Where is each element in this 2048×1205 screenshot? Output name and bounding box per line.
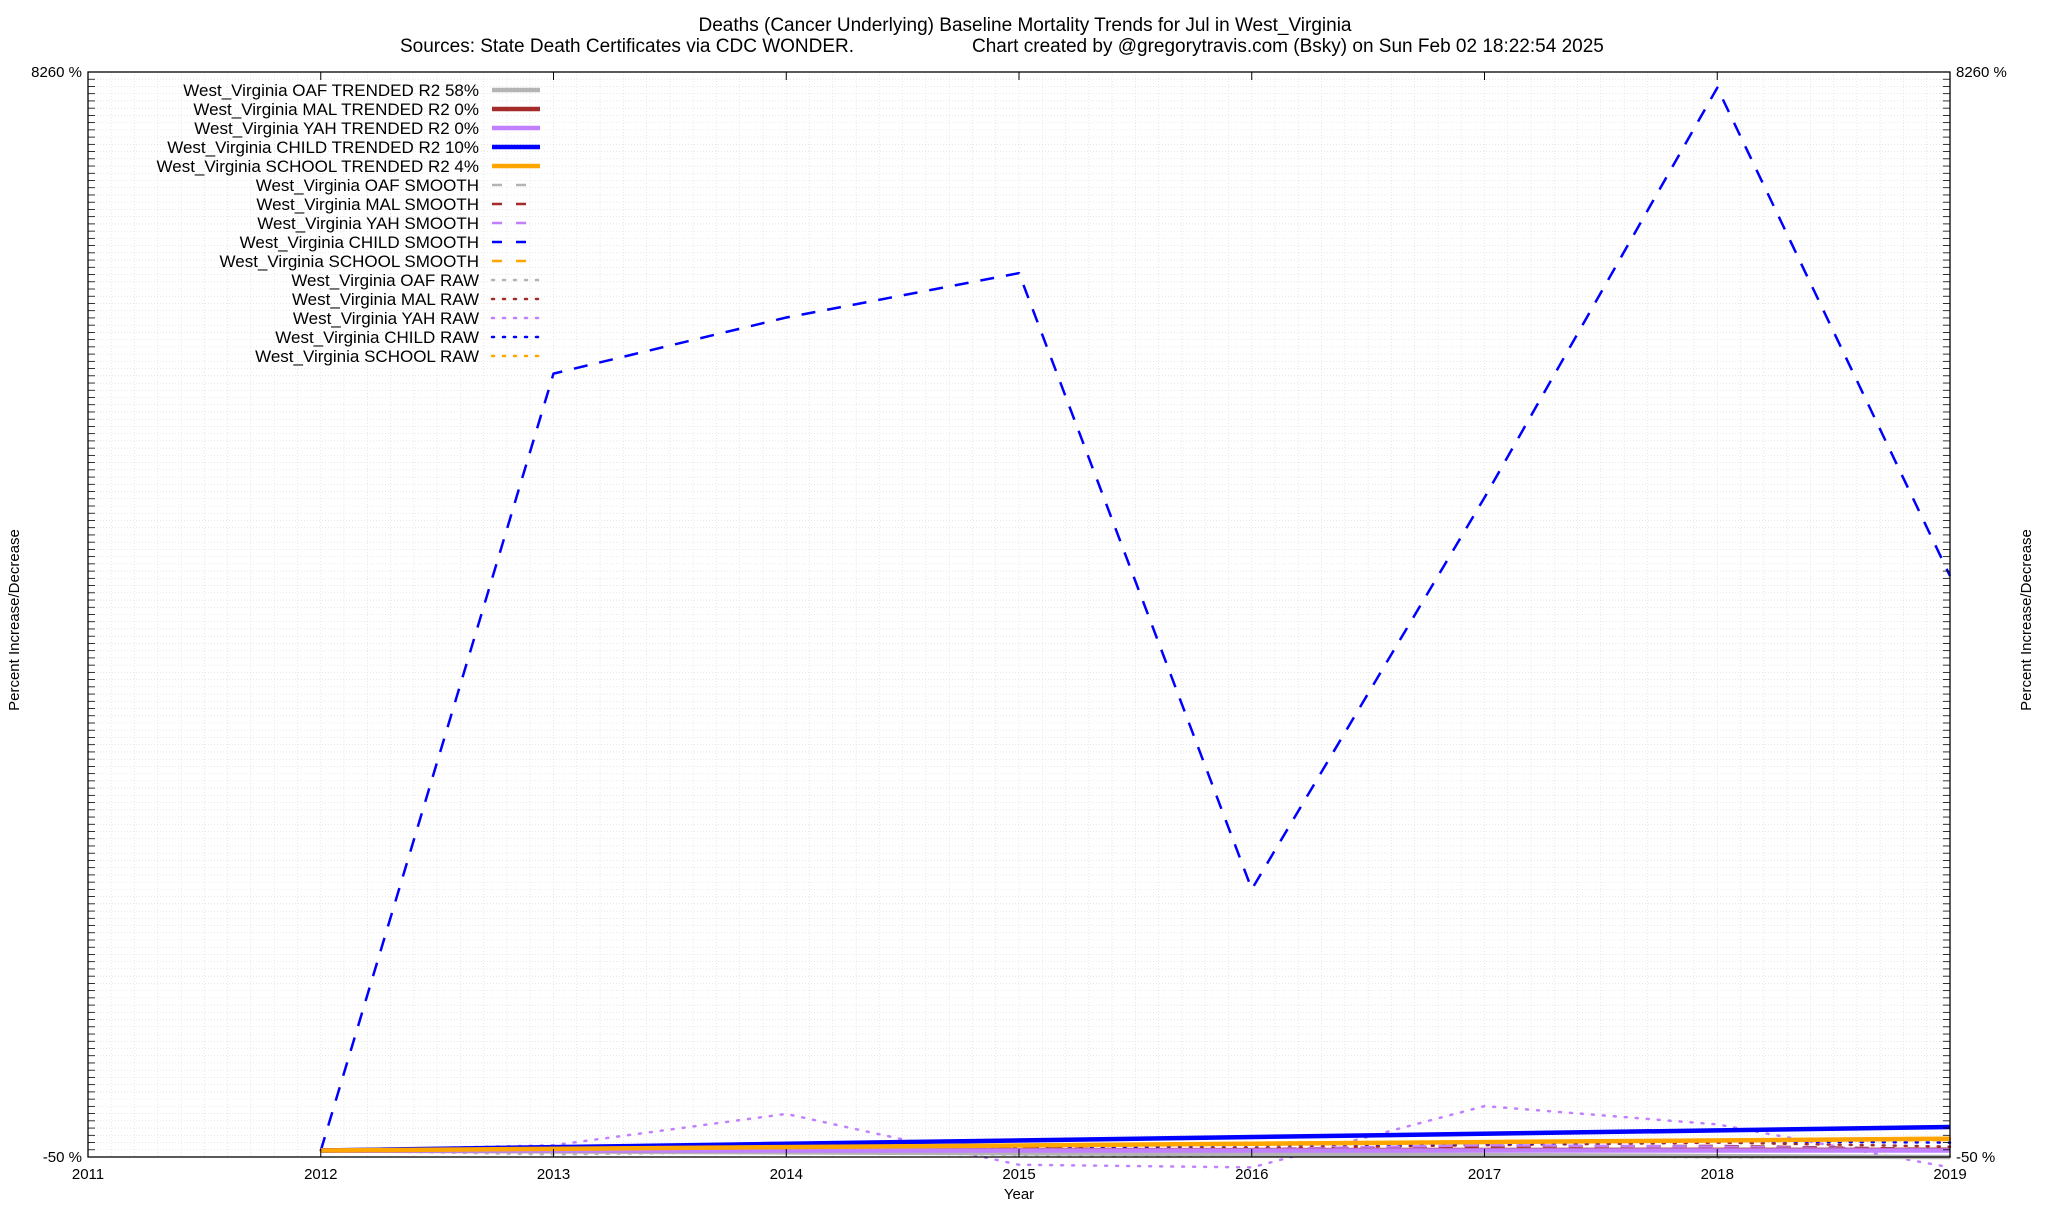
legend-label-2: West_Virginia YAH TRENDED R2 0%	[194, 119, 479, 138]
legend-label-13: West_Virginia CHILD RAW	[275, 328, 479, 347]
y-axis-label-right: Percent Increase/Decrease	[2018, 529, 2035, 711]
x-tick-label: 2013	[537, 1166, 570, 1183]
x-tick-label: 2015	[1002, 1166, 1035, 1183]
legend-label-7: West_Virginia YAH SMOOTH	[257, 214, 479, 233]
series-line-4	[320, 1136, 1951, 1153]
chart-subtitle-credit: Chart created by @gregorytravis.com (Bsk…	[972, 36, 1604, 57]
legend-label-5: West_Virginia OAF SMOOTH	[256, 176, 479, 195]
chart-title: Deaths (Cancer Underlying) Baseline Mort…	[699, 15, 1352, 36]
legend-label-11: West_Virginia MAL RAW	[292, 290, 479, 309]
grid	[88, 72, 1950, 1157]
y-tick-label-right-bottom: -50 %	[1956, 1149, 1995, 1166]
legend-label-10: West_Virginia OAF RAW	[291, 271, 479, 290]
legend-label-9: West_Virginia SCHOOL SMOOTH	[220, 252, 479, 271]
chart-subtitle-source: Sources: State Death Certificates via CD…	[400, 36, 854, 57]
x-ticks: 2011 2012 2013 2014 2015 2016 2017 2018 2019	[72, 72, 1967, 1183]
y-tick-label-left-top: 8260 %	[31, 64, 82, 81]
legend-label-14: West_Virginia SCHOOL RAW	[255, 347, 479, 366]
legend-label-3: West_Virginia CHILD TRENDED R2 10%	[167, 138, 479, 157]
x-tick-label: 2018	[1701, 1166, 1734, 1183]
y-tick-label-right-top: 8260 %	[1956, 64, 2007, 81]
y-axis-label-left: Percent Increase/Decrease	[6, 529, 23, 711]
y-ticks: 8260 % -50 % 8260 % -50 %	[31, 64, 2007, 1166]
legend: West_Virginia OAF TRENDED R2 58%West_Vir…	[157, 81, 542, 366]
legend-label-4: West_Virginia SCHOOL TRENDED R2 4%	[157, 157, 479, 176]
y-tick-label-left-bottom: -50 %	[43, 1149, 82, 1166]
x-tick-label: 2012	[304, 1166, 337, 1183]
x-tick-label: 2011	[72, 1166, 104, 1183]
series-line-8	[319, 86, 1952, 1151]
series-line-12	[319, 1104, 1952, 1169]
legend-label-8: West_Virginia CHILD SMOOTH	[240, 233, 479, 252]
x-tick-label: 2019	[1933, 1166, 1966, 1183]
x-tick-label: 2014	[770, 1166, 803, 1183]
legend-label-0: West_Virginia OAF TRENDED R2 58%	[183, 81, 479, 100]
plot-area	[319, 86, 1952, 1169]
legend-label-1: West_Virginia MAL TRENDED R2 0%	[193, 100, 479, 119]
legend-label-12: West_Virginia YAH RAW	[293, 309, 479, 328]
legend-label-6: West_Virginia MAL SMOOTH	[256, 195, 479, 214]
x-tick-label: 2016	[1235, 1166, 1268, 1183]
x-tick-label: 2017	[1468, 1166, 1501, 1183]
x-axis-label: Year	[1004, 1186, 1034, 1200]
